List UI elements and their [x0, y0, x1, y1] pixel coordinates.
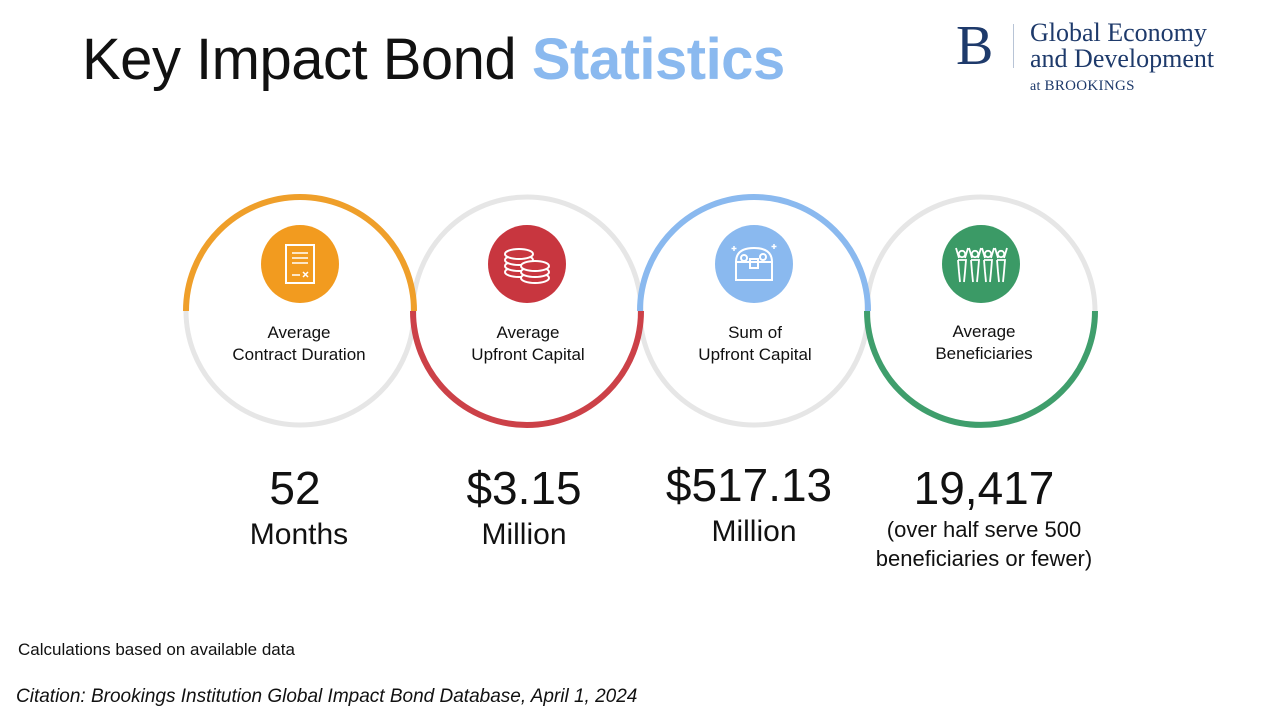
label-line: Upfront Capital [698, 345, 812, 364]
unit-upfront-capital: Million [481, 518, 567, 551]
logo-sub-org: BROOKINGS [1044, 78, 1135, 94]
logo-line2: and Development [1030, 44, 1215, 73]
page-title: Key Impact Bond Statistics [82, 26, 785, 93]
ring-arc-upfront-capital [410, 310, 644, 428]
ring-arc-beneficiaries [864, 310, 1098, 428]
note-beneficiaries: (over half serve 500 beneficiaries or fe… [844, 515, 1124, 573]
contract-document-icon [261, 225, 339, 303]
logo-line1: Global Economy [1030, 18, 1207, 47]
label-line: Average [267, 323, 331, 342]
label-line: Average [952, 322, 1016, 341]
note-line: beneficiaries or fewer) [875, 546, 1093, 571]
label-line: Upfront Capital [471, 345, 585, 364]
value-contract-duration: 52 [269, 462, 321, 514]
ring-arc-sum-capital [637, 194, 871, 312]
label-line: Beneficiaries [935, 344, 1033, 363]
treasure-chest-icon [715, 225, 793, 303]
value-beneficiaries: 19,417 [913, 462, 1055, 514]
logo-divider [1013, 24, 1014, 68]
brookings-logo: B Global Economy and Development at BROO… [956, 18, 1256, 98]
logo-sub: at BROOKINGS [1030, 78, 1135, 95]
footnote: Calculations based on available data [18, 640, 295, 659]
label-sum-capital: Sum of Upfront Capital [645, 322, 865, 366]
logo-sub-prefix: at [1030, 79, 1045, 94]
coin-stack-icon [488, 225, 566, 303]
logo-name: Global Economy and Development [1030, 20, 1214, 72]
people-group-icon [942, 225, 1020, 303]
unit-contract-duration: Months [249, 518, 349, 551]
label-contract-duration: Average Contract Duration [189, 322, 409, 366]
citation: Citation: Brookings Institution Global I… [16, 686, 638, 707]
label-line: Contract Duration [232, 345, 366, 364]
note-line: (over half serve 500 [886, 517, 1082, 542]
label-line: Sum of [728, 323, 782, 342]
logo-letter: B [956, 15, 994, 77]
unit-sum-capital: Million [711, 515, 797, 548]
title-accent: Statistics [531, 27, 785, 92]
title-main: Key Impact Bond [82, 27, 532, 92]
label-beneficiaries: Average Beneficiaries [874, 321, 1094, 365]
value-upfront-capital: $3.15 [466, 462, 582, 514]
ring-arc-contract-duration [183, 194, 417, 312]
value-sum-capital: $517.13 [665, 459, 833, 511]
label-line: Average [496, 323, 560, 342]
label-upfront-capital: Average Upfront Capital [418, 322, 638, 366]
